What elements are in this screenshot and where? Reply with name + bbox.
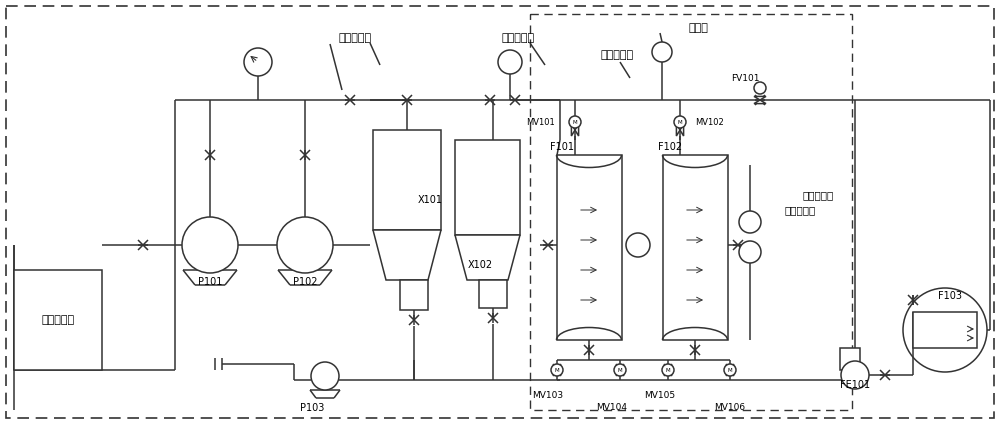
Text: F103: F103 [938,291,962,301]
Text: M: M [618,368,622,372]
Circle shape [739,211,761,233]
Circle shape [551,364,563,376]
Text: X101: X101 [418,195,442,205]
Text: 直冲控制阀: 直冲控制阀 [501,33,535,43]
Bar [400,280,428,310]
Text: 试压污水池: 试压污水池 [41,315,75,325]
Bar [455,140,520,235]
Circle shape [277,217,333,273]
Polygon shape [676,124,684,136]
Text: M: M [555,368,559,372]
Text: F101: F101 [550,142,574,152]
Circle shape [652,42,672,62]
Bar [557,155,622,340]
Circle shape [662,364,674,376]
Circle shape [626,233,650,257]
Circle shape [739,241,761,263]
Text: M: M [728,368,732,372]
Bar [373,130,441,230]
Circle shape [311,362,339,390]
Bar [14,270,102,370]
Text: FE101: FE101 [840,380,870,390]
Text: 排水管: 排水管 [688,23,708,33]
Bar [663,155,728,340]
Bar [913,312,977,348]
Circle shape [724,364,736,376]
Polygon shape [455,235,520,280]
Polygon shape [373,230,441,280]
Polygon shape [726,364,734,376]
Bar [840,348,860,370]
Text: 串并切换阀: 串并切换阀 [600,50,634,60]
Text: MV106: MV106 [714,403,746,413]
Text: M: M [573,119,577,125]
Circle shape [182,217,238,273]
Text: P103: P103 [300,403,324,413]
Circle shape [754,82,766,94]
Text: F102: F102 [658,142,682,152]
Circle shape [569,116,581,128]
Text: 串并切换阀: 串并切换阀 [338,33,372,43]
Circle shape [244,48,272,76]
Circle shape [903,288,987,372]
Circle shape [498,50,522,74]
Polygon shape [616,364,624,376]
Text: 压差变送器: 压差变送器 [784,205,816,215]
Text: MV102: MV102 [695,117,724,127]
Polygon shape [754,96,766,104]
Circle shape [841,361,869,389]
Text: MV105: MV105 [644,391,676,399]
Bar [479,280,507,308]
Text: P102: P102 [293,277,317,287]
Text: P101: P101 [198,277,222,287]
Circle shape [614,364,626,376]
Polygon shape [553,364,561,376]
Text: FV101: FV101 [731,74,759,82]
Bar [530,14,852,410]
Polygon shape [664,364,672,376]
Polygon shape [571,124,579,136]
Text: 压差变送器: 压差变送器 [802,190,834,200]
Text: M: M [666,368,670,372]
Circle shape [674,116,686,128]
Text: M: M [678,119,682,125]
Text: X102: X102 [467,260,493,270]
Text: MV101: MV101 [526,117,555,127]
Text: MV103: MV103 [532,391,564,399]
Text: MV104: MV104 [596,403,628,413]
